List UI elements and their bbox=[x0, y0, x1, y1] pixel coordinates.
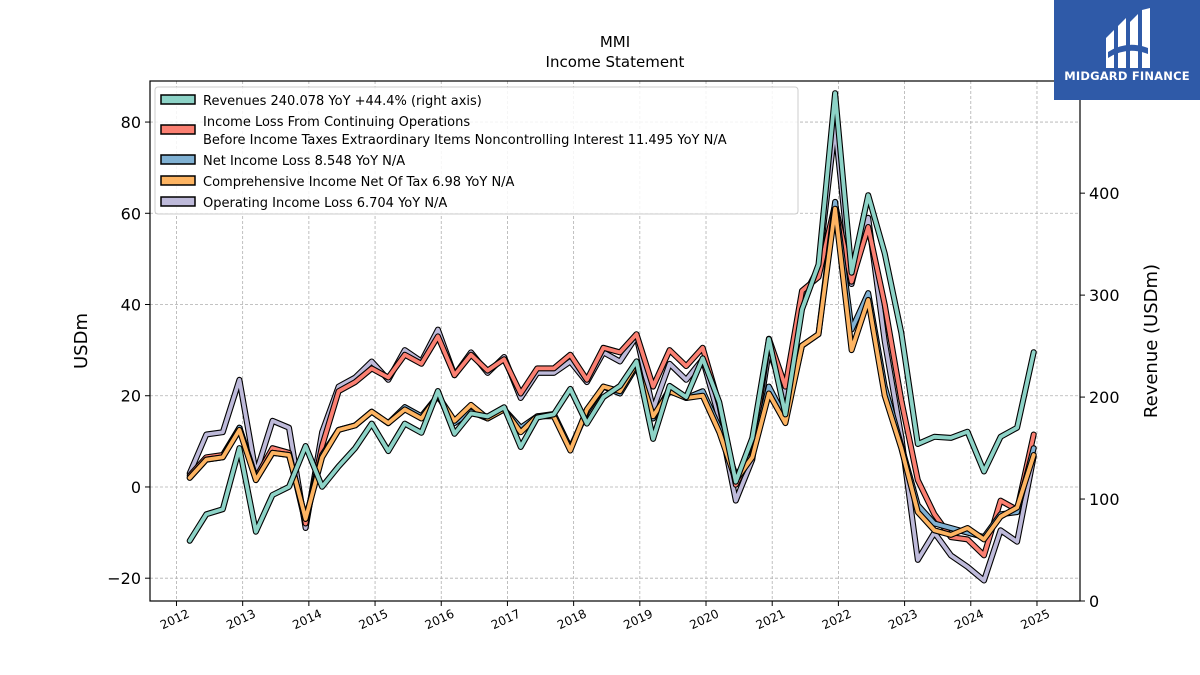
legend-label: Comprehensive Income Net Of Tax 6.98 YoY… bbox=[203, 175, 515, 190]
x-tick-label: 2014 bbox=[290, 607, 324, 633]
legend-label: Net Income Loss 8.548 YoY N/A bbox=[203, 154, 405, 169]
y-tick-label: 80 bbox=[121, 113, 141, 132]
x-tick-label: 2024 bbox=[952, 607, 986, 633]
legend-label: Operating Income Loss 6.704 YoY N/A bbox=[203, 196, 447, 211]
series-1 bbox=[186, 201, 1037, 559]
y-right-tick-label: 300 bbox=[1089, 286, 1120, 305]
series-line bbox=[187, 91, 1036, 543]
series-line bbox=[187, 202, 1036, 558]
x-tick-label: 2021 bbox=[754, 607, 788, 633]
x-tick-label: 2013 bbox=[224, 607, 258, 633]
legend-swatch bbox=[160, 124, 196, 135]
legend-box bbox=[154, 86, 799, 215]
x-tick-label: 2016 bbox=[423, 607, 457, 633]
brand-name: MIDGARD FINANCE bbox=[1064, 69, 1190, 83]
y-tick-label: 0 bbox=[131, 478, 141, 497]
series-lines bbox=[186, 90, 1037, 584]
y-tick-label: 40 bbox=[121, 296, 141, 315]
x-tick-label: 2023 bbox=[886, 607, 920, 633]
y-tick-label: 20 bbox=[121, 387, 141, 406]
chart-title: MMI bbox=[600, 33, 630, 51]
x-tick-label: 2018 bbox=[555, 607, 589, 633]
legend-swatch bbox=[160, 175, 196, 186]
legend: Revenues 240.078 YoY +44.4% (right axis)… bbox=[154, 86, 799, 215]
y-axis-label: USDm bbox=[71, 313, 92, 369]
y-tick-label: 60 bbox=[121, 204, 141, 223]
y-right-tick-label: 100 bbox=[1089, 490, 1120, 509]
chart-subtitle: Income Statement bbox=[546, 53, 685, 71]
legend-swatch bbox=[160, 196, 196, 207]
x-tick-label: 2020 bbox=[688, 607, 722, 633]
legend-label: Before Income Taxes Extraordinary Items … bbox=[203, 133, 727, 148]
legend-swatch bbox=[160, 94, 196, 105]
x-tick-label: 2025 bbox=[1018, 607, 1052, 633]
legend-swatch bbox=[160, 154, 196, 165]
right-axis: 0100200300400500 bbox=[1080, 82, 1120, 611]
legend-label: Income Loss From Continuing Operations bbox=[203, 115, 470, 130]
x-tick-label: 2017 bbox=[489, 607, 523, 633]
x-tick-label: 2015 bbox=[357, 607, 391, 633]
plot-frame bbox=[149, 80, 1081, 602]
y-right-tick-label: 400 bbox=[1089, 184, 1120, 203]
midgard-finance-logo: MIDGARD FINANCE bbox=[1054, 0, 1200, 100]
bottom-axis: 2012 2013 2014 2015 2016 2017 2018 2019 2020 2021… bbox=[158, 601, 1052, 632]
y-right-tick-label: 0 bbox=[1089, 592, 1099, 611]
series-0 bbox=[186, 90, 1037, 544]
x-tick-label: 2019 bbox=[621, 607, 655, 633]
logo-mark-icon bbox=[1106, 8, 1150, 68]
x-tick-label: 2012 bbox=[158, 607, 192, 633]
legend-label: Revenues 240.078 YoY +44.4% (right axis) bbox=[203, 94, 482, 109]
y-axis-right-label: Revenue (USDm) bbox=[1141, 264, 1162, 418]
left-axis: −20 0 20 40 60 80 bbox=[107, 113, 150, 588]
y-right-tick-label: 200 bbox=[1089, 388, 1120, 407]
y-tick-label: −20 bbox=[107, 569, 141, 588]
x-tick-label: 2022 bbox=[820, 607, 854, 633]
